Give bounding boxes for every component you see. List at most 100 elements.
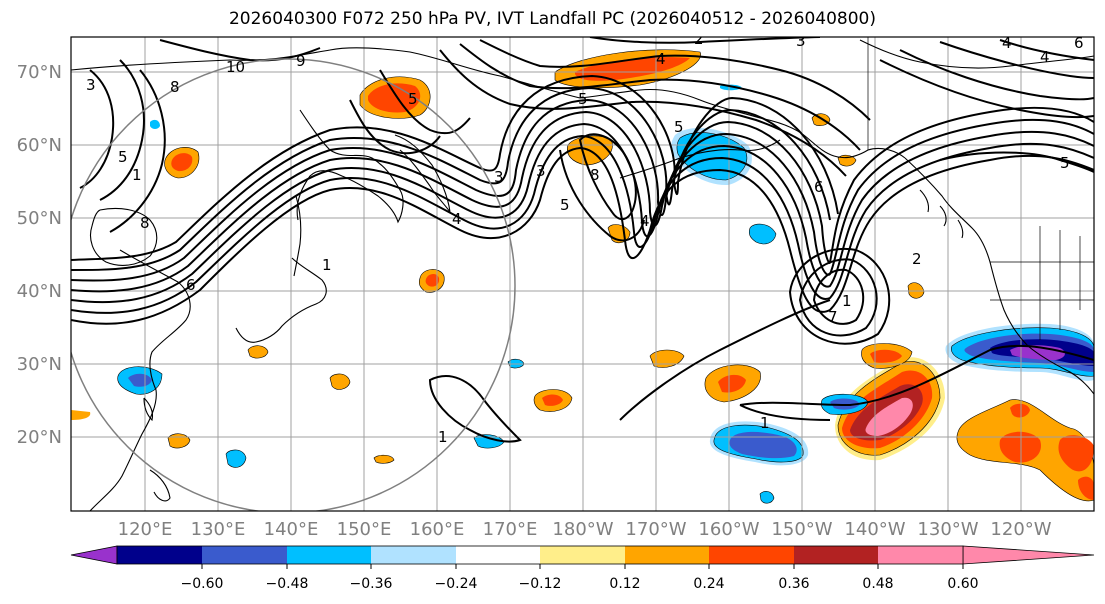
contour-label: 8	[140, 214, 150, 232]
lon-label: 160°E	[410, 519, 465, 540]
cold-anomaly	[759, 491, 775, 504]
pv-contour	[559, 149, 645, 242]
pv-contour	[589, 37, 821, 44]
colorbar-tick-labels: −0.60 −0.48 −0.36 −0.24 −0.12 0.12 0.24 …	[181, 576, 979, 592]
pv-contour	[349, 99, 441, 155]
colorbar-segment	[540, 546, 625, 564]
coastlines	[71, 39, 1094, 511]
lon-label: 170°E	[483, 519, 538, 540]
cold-anomaly	[225, 449, 247, 468]
coastline-na-west	[904, 157, 1094, 395]
warm-anomaly	[425, 273, 440, 287]
contour-label: 4	[640, 212, 650, 230]
contour-label: 6	[814, 178, 824, 196]
contour-label: 4	[656, 50, 666, 68]
pv-contour	[71, 86, 831, 271]
lat-label: 30°N	[17, 354, 62, 375]
warm-anomaly	[870, 349, 902, 363]
longitude-labels: 120°E 130°E 140°E 150°E 160°E 170°E 180°…	[118, 519, 1052, 540]
pv-contour	[109, 69, 166, 233]
lon-label: 160°W	[698, 519, 759, 540]
contour-label: 6	[186, 276, 196, 294]
pv-contour	[71, 134, 1094, 314]
pv-contour	[159, 39, 321, 62]
warm-anomaly	[865, 397, 913, 436]
warm-anomaly	[167, 433, 191, 449]
pv-contour	[879, 59, 1094, 119]
warm-anomaly	[649, 349, 685, 368]
colorbar-segment	[371, 546, 456, 564]
contour-label: 4	[452, 210, 462, 228]
cold-anomaly	[748, 223, 777, 245]
pv-contour	[479, 39, 871, 121]
lat-label: 70°N	[17, 62, 62, 83]
pv-contour	[812, 268, 865, 325]
pv-contour	[71, 110, 1094, 293]
pv-contour	[899, 49, 1094, 101]
contour-labels: 10 9 8 3 5 1 5 3 8 4 2 4 3 4 5 3 5 6 4 5…	[86, 30, 1084, 446]
pv-contour	[739, 344, 1094, 407]
coastline-japan	[235, 257, 327, 343]
pv-contours	[71, 37, 1094, 443]
colorbar-tick-label: −0.12	[519, 576, 562, 592]
colorbar: −0.60 −0.48 −0.36 −0.24 −0.12 0.12 0.24 …	[70, 545, 1095, 592]
warm-anomaly	[171, 153, 193, 172]
colorbar-segment	[878, 546, 963, 564]
contour-label: 3	[796, 32, 806, 50]
contour-label: 3	[86, 76, 96, 94]
pv-contour	[459, 43, 861, 151]
coastline-alaska	[579, 88, 906, 159]
contour-label: 5	[1060, 154, 1070, 172]
pv-contour	[999, 39, 1094, 61]
contour-label: 5	[578, 90, 588, 108]
political-borders	[867, 37, 1094, 340]
contour-label: 9	[296, 52, 306, 70]
contour-label: 3	[494, 168, 504, 186]
contour-label: 2	[694, 30, 704, 48]
lon-label: 120°W	[990, 519, 1051, 540]
contour-label: 4	[1040, 48, 1050, 66]
colorbar-ticks	[201, 564, 964, 569]
cold-anomaly	[729, 431, 797, 459]
colorbar-segment	[709, 546, 794, 564]
contour-label: 5	[560, 196, 570, 214]
contour-label: 1	[760, 414, 770, 432]
map-title: 2026040300 F072 250 hPa PV, IVT Landfall…	[228, 9, 876, 29]
colorbar-tick-label: −0.24	[435, 576, 478, 592]
map-plot-area: 10 9 8 3 5 1 5 3 8 4 2 4 3 4 5 3 5 6 4 5…	[71, 30, 1094, 511]
coastline-sakhalin	[293, 195, 302, 277]
contour-label: 1	[322, 256, 332, 274]
warm-anomaly	[373, 454, 395, 464]
contour-label: 3	[536, 162, 546, 180]
contour-label: 5	[408, 90, 418, 108]
colorbar-extend-min	[70, 545, 118, 565]
border-line	[1039, 226, 1081, 340]
colorbar-extend-max	[962, 545, 1095, 565]
graticule	[71, 37, 1094, 511]
warm-anomaly	[1078, 476, 1094, 500]
warm-anomaly	[811, 113, 831, 126]
warm-anomaly	[1010, 403, 1030, 418]
lon-label: 140°W	[844, 519, 905, 540]
colorbar-segment	[202, 546, 287, 564]
radius-circle	[71, 58, 516, 511]
warm-anomaly	[907, 282, 925, 299]
contour-label: 8	[590, 166, 600, 184]
warm-anomaly	[329, 373, 351, 390]
contour-label: 8	[170, 78, 180, 96]
contour-label: 1	[438, 428, 448, 446]
colorbar-tick-label: 0.36	[778, 576, 809, 592]
pv-contour	[99, 59, 145, 201]
colorbar-tick-label: 0.60	[947, 576, 978, 592]
warm-anomaly	[718, 374, 746, 393]
lat-label: 60°N	[17, 135, 62, 156]
lon-label: 140°E	[264, 519, 319, 540]
contour-label: 5	[118, 148, 128, 166]
lon-label: 120°E	[118, 519, 173, 540]
pv-contour	[428, 375, 522, 443]
lon-label: 180°W	[552, 519, 613, 540]
colorbar-segment	[456, 546, 540, 564]
pv-contour	[71, 146, 1094, 325]
lat-label: 40°N	[17, 281, 62, 302]
